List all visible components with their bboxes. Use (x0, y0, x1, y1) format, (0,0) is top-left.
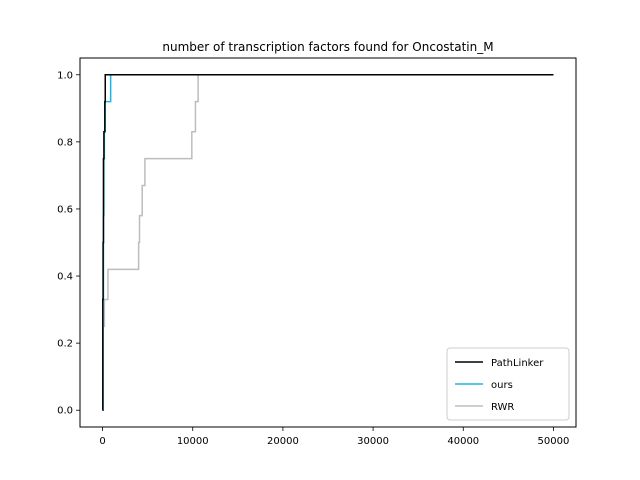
series-line-rwr (102, 74, 554, 411)
x-tick-label: 10000 (177, 436, 209, 447)
legend-label-pathlinker: PathLinker (491, 358, 544, 369)
plot-frame (79, 57, 577, 428)
legend-label-ours: ours (491, 380, 513, 391)
y-tick-label: 0.4 (57, 272, 73, 283)
chart-title: number of transcription factors found fo… (162, 40, 493, 54)
x-tick-label: 40000 (447, 436, 479, 447)
legend-box (446, 347, 570, 421)
x-tick-label: 0 (99, 436, 105, 447)
y-tick-label: 0.0 (57, 406, 73, 417)
y-tick-label: 0.6 (57, 204, 73, 215)
y-tick-label: 0.8 (57, 137, 73, 148)
y-axis: 0.0 0.2 0.4 0.6 0.8 1.0 (57, 70, 80, 417)
x-axis: 0 10000 20000 30000 40000 50000 (99, 427, 569, 447)
series-line-pathlinker (102, 74, 554, 411)
y-tick-label: 1.0 (57, 70, 73, 81)
legend-label-rwr: RWR (491, 402, 514, 413)
legend: PathLinker ours RWR (446, 347, 570, 421)
x-tick-label: 30000 (357, 436, 389, 447)
x-tick-label: 50000 (538, 436, 570, 447)
y-tick-label: 0.2 (57, 339, 73, 350)
x-tick-label: 20000 (267, 436, 299, 447)
series-layer (102, 74, 554, 411)
